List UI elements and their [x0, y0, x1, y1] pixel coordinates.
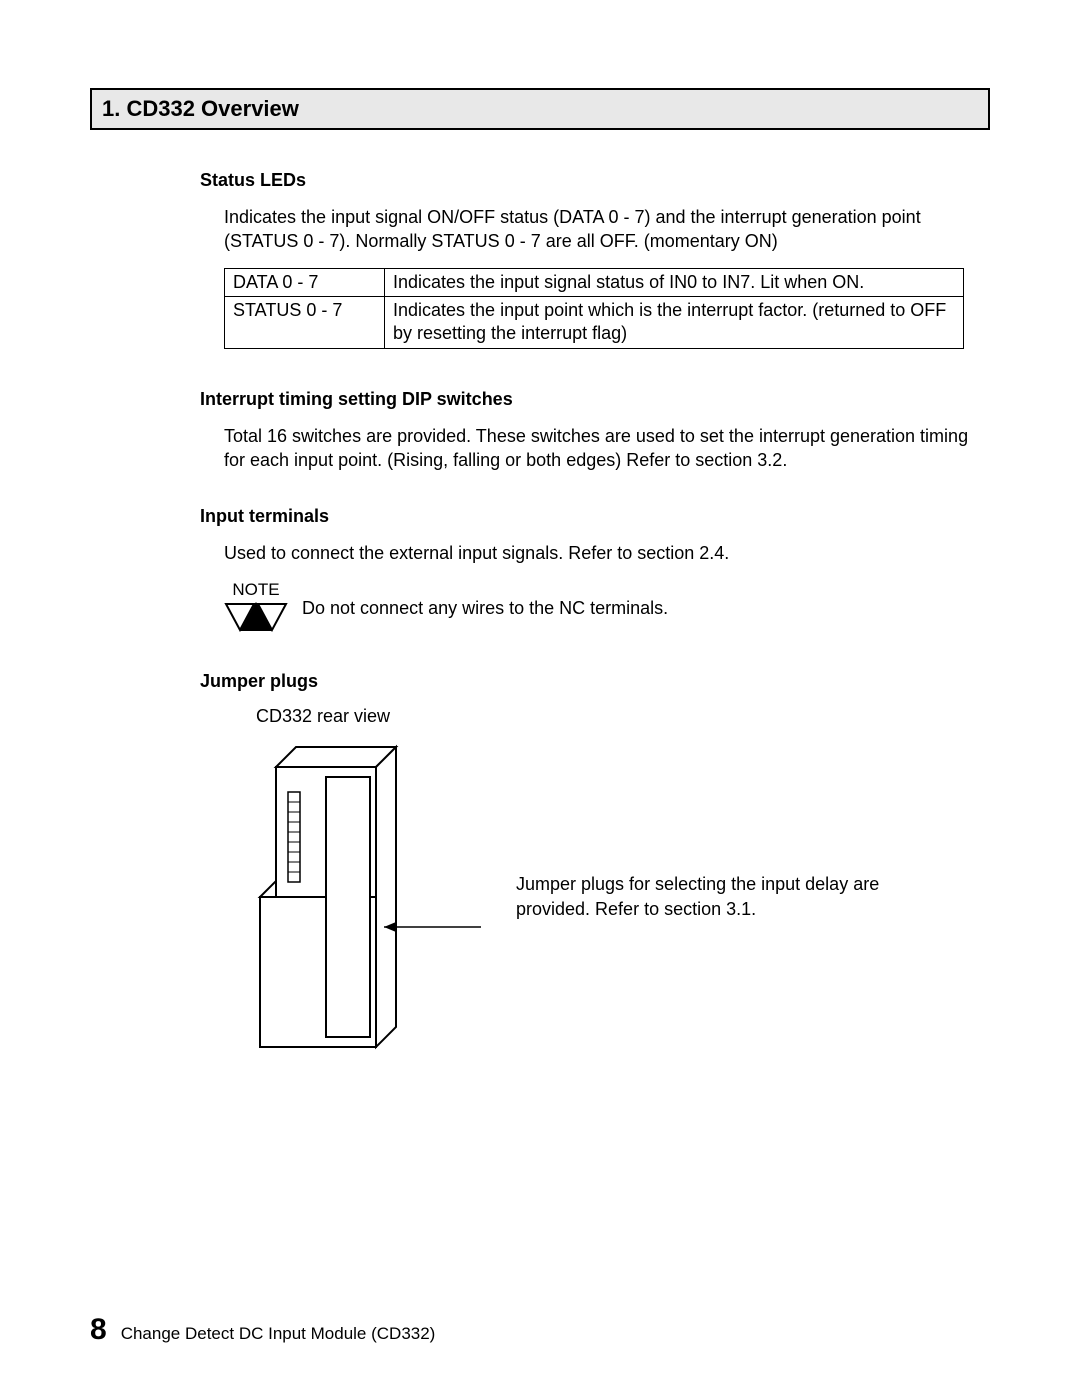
status-leds-table: DATA 0 - 7 Indicates the input signal st… [224, 268, 964, 349]
table-row: STATUS 0 - 7 Indicates the input point w… [225, 296, 964, 348]
table-cell: Indicates the input point which is the i… [385, 296, 964, 348]
input-terminals-heading: Input terminals [200, 506, 970, 527]
table-cell: Indicates the input signal status of IN0… [385, 268, 964, 296]
jumper-caption: CD332 rear view [256, 706, 970, 727]
jumper-block: Jumper plugs CD332 rear view [200, 671, 970, 1057]
page: 1. CD332 Overview Status LEDs Indicates … [0, 0, 1080, 1397]
table-cell: STATUS 0 - 7 [225, 296, 385, 348]
note-row: NOTE Do not connect any wires to the NC … [224, 580, 970, 637]
section-header: 1. CD332 Overview [90, 88, 990, 130]
jumper-figure-row: Jumper plugs for selecting the input del… [256, 737, 970, 1057]
rear-view-diagram [256, 737, 486, 1057]
status-leds-desc: Indicates the input signal ON/OFF status… [200, 205, 970, 254]
jumper-callout: Jumper plugs for selecting the input del… [516, 872, 936, 921]
input-terminals-block: Input terminals Used to connect the exte… [200, 506, 970, 636]
jumper-heading: Jumper plugs [200, 671, 970, 692]
input-terminals-desc: Used to connect the external input signa… [200, 541, 970, 565]
note-icon: NOTE [224, 580, 288, 637]
table-row: DATA 0 - 7 Indicates the input signal st… [225, 268, 964, 296]
status-leds-block: Status LEDs Indicates the input signal O… [200, 170, 970, 349]
note-label: NOTE [224, 580, 288, 600]
note-text: Do not connect any wires to the NC termi… [302, 598, 668, 619]
page-number: 8 [90, 1313, 107, 1347]
dip-heading: Interrupt timing setting DIP switches [200, 389, 970, 410]
table-cell: DATA 0 - 7 [225, 268, 385, 296]
page-footer: 8 Change Detect DC Input Module (CD332) [90, 1313, 435, 1347]
caution-triangles-icon [224, 602, 288, 632]
dip-desc: Total 16 switches are provided. These sw… [200, 424, 970, 473]
doc-title: Change Detect DC Input Module (CD332) [121, 1324, 436, 1344]
status-leds-heading: Status LEDs [200, 170, 970, 191]
dip-block: Interrupt timing setting DIP switches To… [200, 389, 970, 473]
content-area: Status LEDs Indicates the input signal O… [90, 170, 990, 1057]
